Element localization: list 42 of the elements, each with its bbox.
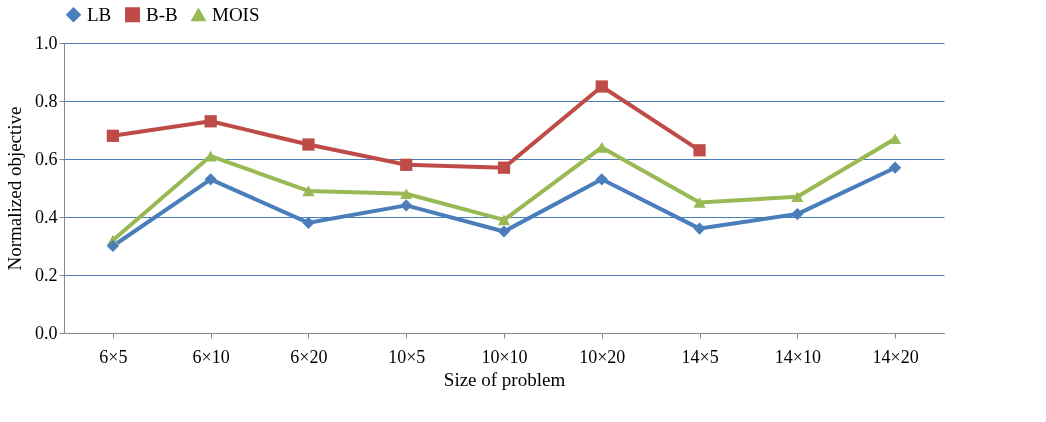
- point: [791, 207, 804, 221]
- x-tick-label: 14×10: [774, 346, 821, 367]
- point: [400, 199, 413, 212]
- point: [888, 133, 902, 144]
- point: [497, 161, 511, 174]
- point: [302, 138, 315, 151]
- point: [106, 239, 120, 253]
- x-axis-title: Size of problem: [443, 368, 566, 390]
- y-axis-title: Normalized objective: [4, 106, 25, 271]
- point: [693, 222, 706, 235]
- point: [204, 173, 217, 186]
- point: [595, 80, 608, 93]
- legend-label: LB: [87, 3, 112, 25]
- point: [302, 216, 315, 229]
- point: [497, 214, 511, 226]
- legend-label: B-B: [146, 3, 178, 25]
- point: [400, 188, 413, 200]
- point: [302, 185, 315, 197]
- legend-label: MOIS: [212, 3, 260, 25]
- x-tick-label: 14×5: [681, 346, 719, 367]
- y-tick-label: 0.6: [35, 148, 58, 169]
- point: [693, 197, 706, 208]
- point: [400, 158, 413, 171]
- y-tick-label: 0.0: [35, 322, 58, 343]
- y-tick-label: 0.4: [35, 206, 58, 227]
- y-tick-label: 1.0: [35, 32, 58, 53]
- x-tick-label: 6×10: [192, 346, 230, 367]
- point: [693, 144, 706, 157]
- y-tick-label: 0.8: [35, 90, 58, 111]
- x-tick-label: 10×5: [388, 346, 426, 367]
- point: [791, 191, 804, 202]
- x-tick-label: 10×20: [579, 346, 626, 367]
- x-tick-label: 6×5: [99, 346, 128, 367]
- point: [595, 173, 608, 186]
- point: [204, 115, 217, 128]
- x-tick-label: 10×10: [481, 346, 528, 367]
- x-tick-label: 14×20: [872, 346, 919, 367]
- y-tick-label: 0.2: [35, 264, 58, 285]
- x-tick-label: 6×20: [290, 346, 328, 367]
- point: [106, 129, 120, 142]
- point: [888, 161, 902, 174]
- point: [497, 225, 511, 238]
